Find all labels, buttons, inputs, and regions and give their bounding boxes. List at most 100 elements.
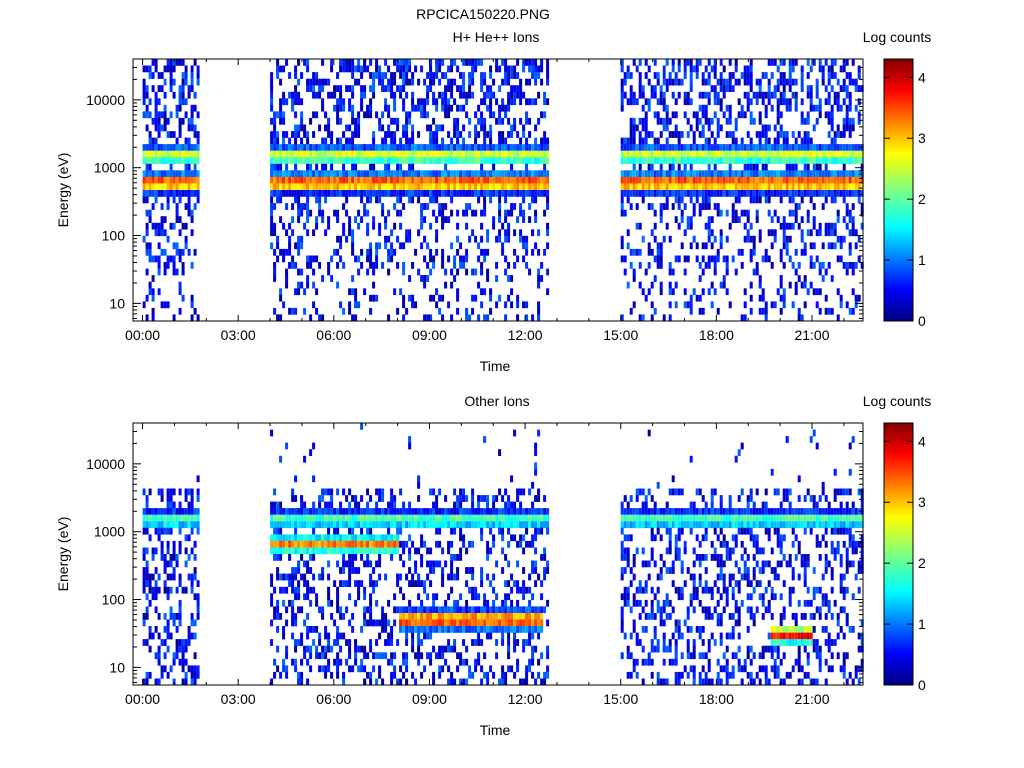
heatmap-cell <box>453 59 457 66</box>
heatmap-cell <box>324 521 328 529</box>
heatmap-cell <box>166 632 170 640</box>
heatmap-cell <box>809 229 813 237</box>
heatmap-cell <box>291 586 295 594</box>
heatmap-cell <box>647 163 651 171</box>
heatmap-cell <box>426 190 430 197</box>
heatmap-cell <box>309 255 313 263</box>
heatmap-cell <box>465 606 469 614</box>
heatmap-cell <box>348 144 352 151</box>
heatmap-cell <box>172 567 176 574</box>
heatmap-cell <box>456 235 460 243</box>
heatmap-cell <box>402 671 406 679</box>
heatmap-cell <box>638 78 642 86</box>
heatmap-cell <box>366 268 370 276</box>
heatmap-cell <box>154 567 158 574</box>
heatmap-cell <box>833 222 837 230</box>
heatmap-cell <box>474 665 478 673</box>
heatmap-cell <box>507 183 511 191</box>
heatmap-cell <box>327 586 331 594</box>
heatmap-cell <box>405 619 409 627</box>
heatmap-cell <box>378 521 382 529</box>
heatmap-cell <box>833 137 837 145</box>
heatmap-cell <box>501 144 505 151</box>
heatmap-cell <box>145 196 149 204</box>
heatmap-cell <box>785 104 789 112</box>
heatmap-cell <box>363 209 367 217</box>
heatmap-cell <box>806 163 810 171</box>
heatmap-cell <box>683 163 687 171</box>
heatmap-cell <box>480 72 484 79</box>
heatmap-cell <box>166 593 170 601</box>
heatmap-cell <box>160 150 164 158</box>
heatmap-cell <box>507 229 511 237</box>
heatmap-cell <box>315 547 319 555</box>
heatmap-cell <box>456 495 460 502</box>
heatmap-cell <box>154 652 158 660</box>
heatmap-cell <box>806 216 810 223</box>
heatmap-cell <box>791 144 795 151</box>
heatmap-cell <box>405 150 409 158</box>
heatmap-cell <box>833 229 837 237</box>
heatmap-cell <box>294 658 298 666</box>
heatmap-cell <box>354 131 358 138</box>
heatmap-cell <box>330 275 334 282</box>
heatmap-cell <box>776 176 780 184</box>
heatmap-cell <box>471 626 475 633</box>
heatmap-cell <box>770 176 774 184</box>
heatmap-cell <box>528 157 532 165</box>
heatmap-cell <box>474 157 478 165</box>
heatmap-cell <box>441 203 445 210</box>
heatmap-cell <box>333 540 337 548</box>
heatmap-cell <box>710 85 714 92</box>
heatmap-cell <box>399 554 403 561</box>
panel-1-plot-frame <box>132 58 864 322</box>
heatmap-cell <box>438 514 442 522</box>
heatmap-cell <box>190 111 194 119</box>
heatmap-cell <box>336 652 340 660</box>
heatmap-cell <box>459 150 463 158</box>
heatmap-cell <box>462 678 466 686</box>
heatmap-cell <box>647 65 651 73</box>
heatmap-cell <box>453 501 457 509</box>
heatmap-cell <box>297 131 301 138</box>
heatmap-cell <box>734 176 738 184</box>
heatmap-cell <box>306 508 310 515</box>
heatmap-cell <box>327 560 331 568</box>
heatmap-cell <box>360 540 364 548</box>
heatmap-cell <box>145 163 149 171</box>
heatmap-cell <box>393 501 397 509</box>
heatmap-cell <box>716 248 720 256</box>
heatmap-cell <box>360 554 364 561</box>
heatmap-cell <box>175 554 179 561</box>
heatmap-cell <box>471 639 475 646</box>
heatmap-cell <box>770 72 774 79</box>
heatmap-cell <box>181 586 185 594</box>
heatmap-cell <box>468 150 472 158</box>
heatmap-cell <box>462 72 466 79</box>
heatmap-cell <box>851 59 855 66</box>
heatmap-cell <box>671 170 675 178</box>
heatmap-cell <box>282 190 286 197</box>
heatmap-cell <box>483 209 487 217</box>
heatmap-cell <box>788 190 792 197</box>
heatmap-cell <box>175 645 179 653</box>
heatmap-cell <box>390 501 394 509</box>
heatmap-cell <box>537 176 541 184</box>
heatmap-cell <box>839 183 843 191</box>
heatmap-cell <box>184 534 188 542</box>
heatmap-cell <box>447 85 451 92</box>
heatmap-cell <box>668 314 672 322</box>
heatmap-cell <box>510 157 514 165</box>
heatmap-cell <box>417 481 421 489</box>
heatmap-cell <box>381 547 385 555</box>
heatmap-cell <box>722 183 726 191</box>
heatmap-cell <box>815 183 819 191</box>
heatmap-cell <box>806 229 810 237</box>
heatmap-cell <box>839 104 843 112</box>
heatmap-cell <box>432 678 436 686</box>
heatmap-cell <box>803 183 807 191</box>
heatmap-cell <box>519 229 523 237</box>
heatmap-cell <box>366 222 370 230</box>
heatmap-cell <box>324 183 328 191</box>
heatmap-cell <box>827 176 831 184</box>
